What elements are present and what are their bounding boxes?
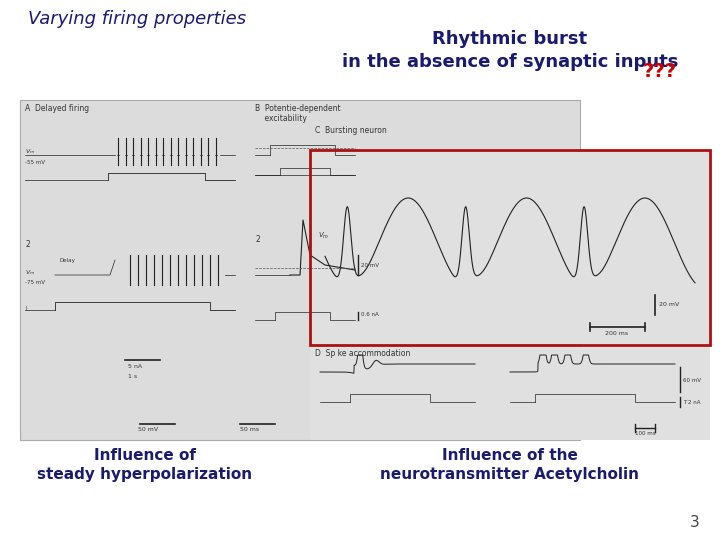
Text: 2: 2 [25, 240, 30, 249]
Text: $V_m$: $V_m$ [25, 268, 35, 278]
Text: A  Delayed firing: A Delayed firing [25, 104, 89, 113]
Bar [310, 150, 710, 345]
Text: 1 s: 1 s [128, 374, 137, 379]
Bar [311, 151, 709, 344]
Text: I: I [25, 307, 27, 312]
Text: $V_m$: $V_m$ [318, 231, 329, 241]
Text: Rhythmic burst
in the absence of synaptic inputs: Rhythmic burst in the absence of synapti… [342, 30, 678, 71]
Text: Varying firing properties: Varying firing properties [28, 10, 246, 28]
Text: -55 mV: -55 mV [25, 159, 45, 165]
Bar [20, 100, 580, 440]
Text: 100 ms: 100 ms [635, 431, 656, 436]
Text: Influence of
steady hyperpolarization: Influence of steady hyperpolarization [37, 448, 253, 482]
Bar [310, 347, 710, 440]
Text: 20 mV: 20 mV [361, 263, 379, 268]
Text: Delay: Delay [60, 258, 76, 263]
Text: ???: ??? [643, 62, 677, 81]
Text: T 2 nA: T 2 nA [683, 400, 701, 404]
Text: Influence of the
neurotransmitter Acetylcholin: Influence of the neurotransmitter Acetyl… [380, 448, 639, 482]
Text: 2: 2 [255, 235, 260, 244]
Text: D  Sp ke accommodation: D Sp ke accommodation [315, 349, 410, 358]
Text: -75 mV: -75 mV [25, 280, 45, 286]
Text: 0.6 nA: 0.6 nA [361, 312, 379, 317]
Text: 3: 3 [690, 515, 700, 530]
Text: C  Bursting neuron: C Bursting neuron [315, 126, 387, 135]
Text: 50 ms: 50 ms [240, 427, 259, 432]
Text: 200 ms: 200 ms [606, 331, 629, 336]
Text: 5 nA: 5 nA [128, 364, 142, 369]
Text: B  Potentie-dependent
    excitability: B Potentie-dependent excitability [255, 104, 341, 124]
Text: $V_m$: $V_m$ [25, 147, 35, 157]
Text: 60 mV: 60 mV [683, 379, 701, 383]
Text: 20 mV: 20 mV [659, 302, 679, 307]
Text: 50 mV: 50 mV [138, 427, 158, 432]
